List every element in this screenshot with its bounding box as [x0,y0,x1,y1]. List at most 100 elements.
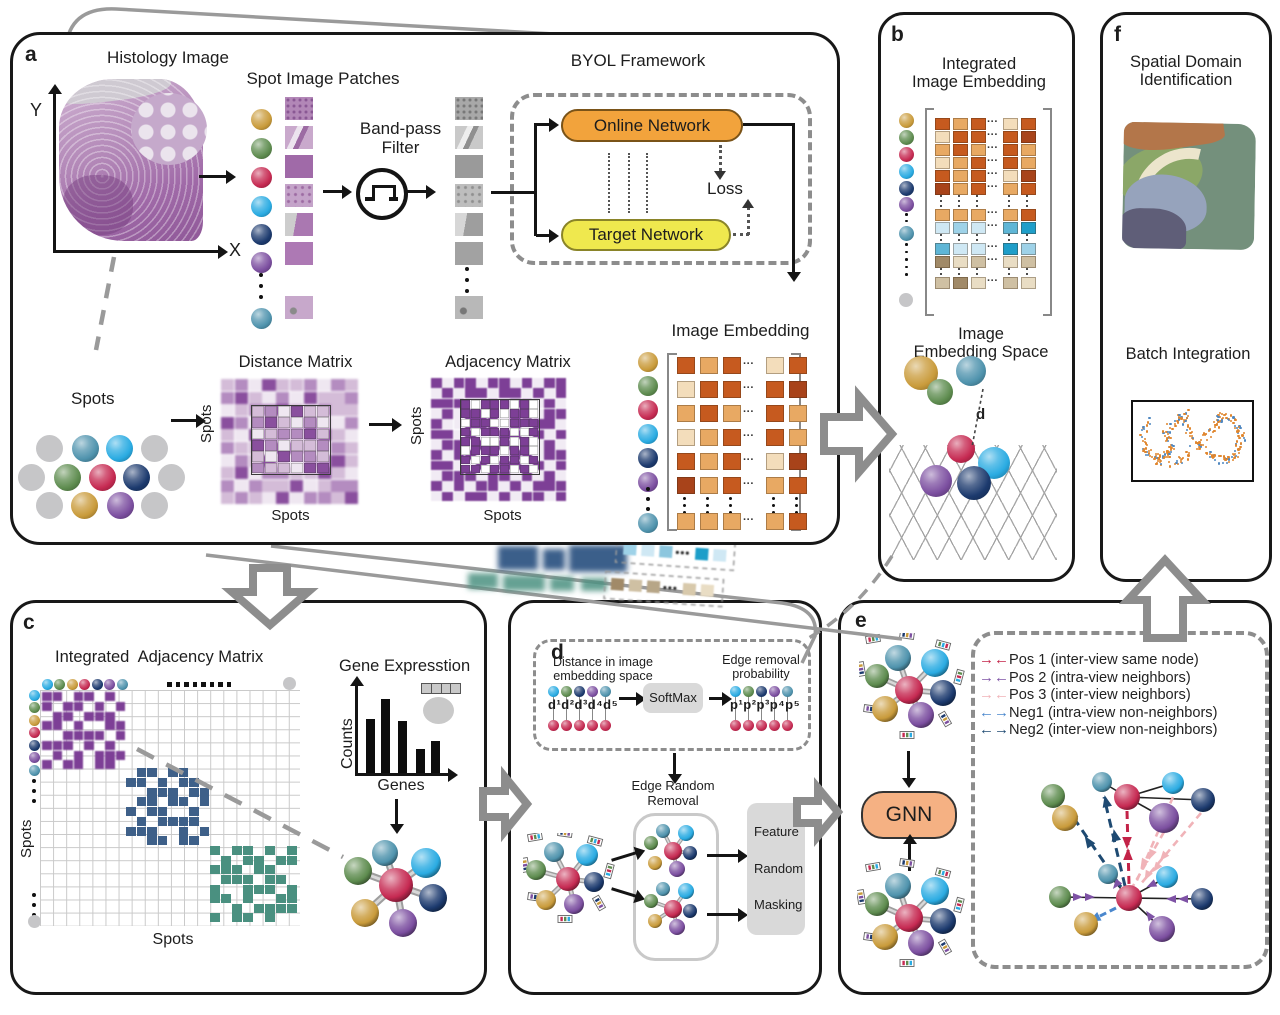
spot-sphere [898,163,914,179]
gray-patch-5 [455,213,483,236]
arrow-to-target [536,228,559,243]
spot-sphere [898,196,914,212]
spot-sphere [956,356,986,386]
patch-6 [285,242,313,265]
patch-7 [285,296,313,319]
distance-embedding-label: Distance in image embedding space [552,655,654,684]
patch-3 [285,155,313,178]
counts-axis [349,676,364,775]
arrow-out-filter [405,184,436,199]
c-spots-bottom: Spots [152,931,194,948]
graph-to-gnn-arrow [901,751,916,788]
spot-sphere [28,689,40,701]
panel-c-label: c [23,611,35,634]
spot-sphere [573,685,585,697]
byol-sep-dots-3 [646,153,648,213]
loss-arrowhead-up [742,199,754,208]
legend-arrow-icon: → [979,651,994,668]
adjacency-spots-bottom: Spots [483,507,522,524]
spot-sphere [28,739,40,751]
gnn-box: GNN [861,791,957,839]
contrastive-legend: →←Pos 1 (inter-view same node) →←Pos 2 (i… [979,651,1264,746]
gray-patch-3 [455,155,483,178]
x-axis-label: X [229,240,242,260]
view2-to-masking-arrow [707,907,748,922]
panel-c: c Integrated Adjacency Matrix Spots Spot… [10,600,487,995]
loss-dotted-line [719,145,722,171]
spot-sphere [88,463,116,491]
purple-adjacency-block [42,692,126,770]
spot-sphere [122,463,150,491]
spot-sphere [17,463,45,491]
spot-sphere [28,702,40,713]
distance-spots-left: Spots [198,404,215,443]
spot-sphere [898,129,914,145]
spatial-domain-map [1121,121,1257,251]
adjacency-matrix-title: Adjacency Matrix [445,353,571,371]
spots-cluster-title: Spots [71,389,115,408]
adjacency-spots-left: Spots [408,406,425,445]
byol-dashed-box [510,93,812,265]
spot-sphere [560,719,572,731]
target-network-box: Target Network [561,219,731,251]
batch-integration-umap [1131,400,1254,482]
patch-1 [285,97,313,120]
contrastive-diagram [975,755,1275,990]
spot-sphere [79,678,90,690]
removal-views-box [633,813,719,961]
spot-sphere [250,108,272,130]
left-bracket [667,353,677,531]
spot-sphere [547,719,559,731]
byol-sep-dots-1 [608,153,610,213]
p-terms: p¹p²p³p⁴p⁵ [730,697,801,712]
spot-sphere [755,685,767,697]
edge-random-removal-label: Edge Random Removal [631,778,715,808]
legend-item: →←Pos 3 (inter-view neighbors) [979,686,1191,704]
spot-sphere [947,435,975,463]
arrow-into-filter [323,184,352,199]
view-graph-bottom [855,858,965,985]
legend-arrow-icon: → [994,703,1009,721]
y-axis [47,84,62,253]
spot-sphere [957,466,991,500]
spot-sphere [898,225,914,241]
magnified-spots-circle [131,93,207,165]
spot-sphere [781,685,793,697]
target-network-label: Target Network [588,225,704,245]
spot-sphere [104,678,115,690]
spot-sphere [638,448,658,468]
spot-sphere [91,678,103,690]
legend-item: →←Pos 1 (inter-view same node) [979,651,1199,668]
softmax-label: SoftMax [649,689,697,705]
spot-sphere [70,491,98,519]
spot-sphere [66,678,78,690]
tissue-to-patches-arrow [199,169,236,184]
loss-label: Loss [707,179,743,198]
spot-sphere [35,434,63,462]
distance-to-adjacency-arrow [369,417,402,432]
panel-e-label: e [855,609,867,632]
spot-sphere [105,434,133,462]
expression-to-graph-arrow [389,799,404,834]
legend-arrow-icon: → [994,721,1009,739]
masking-strip-icon [421,683,461,694]
spot-sphere [157,463,185,491]
spot-sphere [71,434,99,462]
spot-sphere [547,685,559,697]
gene-expression-title: Gene Expresstion [339,657,471,675]
legend-item: ←→Neg1 (intra-view non-neighbors) [979,703,1218,721]
integrated-embedding-title: Integrated Image Embedding [912,55,1046,92]
spot-sphere [35,491,63,519]
spot-sphere [742,719,754,731]
legend-arrow-icon: ← [994,686,1009,704]
spot-sphere [638,513,658,533]
wireframe-grid-plane [889,445,1057,560]
distance-spots-bottom: Spots [271,507,310,524]
online-down-arrow [786,123,801,282]
spot-sphere [140,434,168,462]
legend-arrow-icon: → [979,668,994,686]
counts-label: Counts [339,718,356,769]
spot-sphere [28,727,40,738]
spot-sphere [638,376,658,396]
